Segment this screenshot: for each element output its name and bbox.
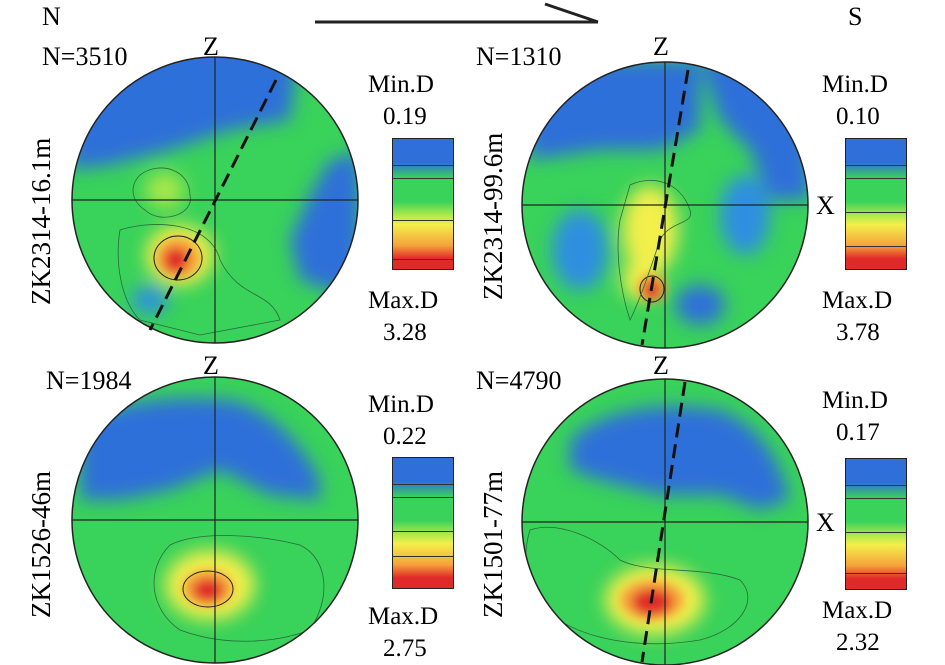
- panel-2-sample-label: ZK2314-99.6m: [478, 132, 508, 300]
- panel-1-max-label: Max.D: [368, 287, 439, 314]
- panel-1-min-label: Min.D: [368, 71, 434, 98]
- panel-4-min-label: Min.D: [822, 387, 888, 414]
- panel-4-x-label: X: [816, 508, 835, 537]
- panel-2-min-label: Min.D: [822, 71, 888, 98]
- panel-4-z-label: Z: [653, 351, 669, 380]
- stereonet-panel-4: [521, 378, 809, 665]
- panel-1-z-label: Z: [203, 32, 219, 61]
- panel-3-colorbar: [392, 457, 454, 589]
- panel-1-n-count: N=3510: [42, 42, 128, 71]
- panel-3-max-label: Max.D: [368, 603, 439, 630]
- panel-4-max-label: Max.D: [822, 597, 893, 624]
- panel-2-n-count: N=1310: [476, 42, 562, 71]
- panel-4-sample-label: ZK1501-77m: [478, 471, 508, 618]
- stereonet-panel-3: [71, 376, 359, 664]
- panel-2-z-label: Z: [653, 32, 669, 61]
- panel-3-sample-label: ZK1526-46m: [26, 471, 56, 618]
- panel-4-min-value: 0.17: [836, 419, 880, 446]
- stereonet-panel-2: [521, 61, 809, 349]
- panel-4-max-value: 2.32: [836, 629, 880, 656]
- panel-4-n-count: N=4790: [476, 366, 562, 395]
- panel-1-min-value: 0.19: [383, 103, 427, 130]
- panel-2-max-value: 3.78: [836, 319, 880, 346]
- panel-2-colorbar: [845, 138, 907, 270]
- panel-3-n-count: N=1984: [46, 366, 132, 395]
- panel-2-min-value: 0.10: [836, 103, 880, 130]
- direction-arrow: [315, 2, 599, 24]
- panel-3-min-value: 0.22: [383, 423, 427, 450]
- panel-1-sample-label: ZK2314-16.1m: [26, 137, 56, 305]
- panel-3-z-label: Z: [203, 351, 219, 380]
- panel-2-x-label: X: [816, 191, 835, 220]
- south-label: S: [848, 2, 863, 31]
- panel-2-max-label: Max.D: [822, 287, 893, 314]
- panel-4-colorbar: [845, 458, 907, 590]
- north-label: N: [42, 2, 61, 31]
- panel-1-max-value: 3.28: [383, 319, 427, 346]
- panel-1-colorbar: [392, 138, 454, 270]
- panel-3-max-value: 2.75: [383, 635, 427, 662]
- stereonet-panel-1: [71, 56, 359, 344]
- panel-3-min-label: Min.D: [368, 391, 434, 418]
